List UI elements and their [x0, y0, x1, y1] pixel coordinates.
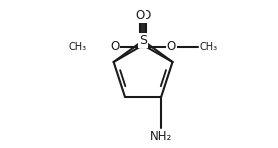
Text: CH₃: CH₃: [199, 42, 217, 52]
Text: S: S: [139, 34, 147, 47]
Text: O: O: [141, 9, 150, 22]
Text: O: O: [167, 40, 176, 53]
Text: NH₂: NH₂: [150, 130, 172, 143]
Text: CH₃: CH₃: [69, 42, 87, 52]
Text: O: O: [110, 40, 119, 53]
Text: O: O: [136, 9, 145, 22]
